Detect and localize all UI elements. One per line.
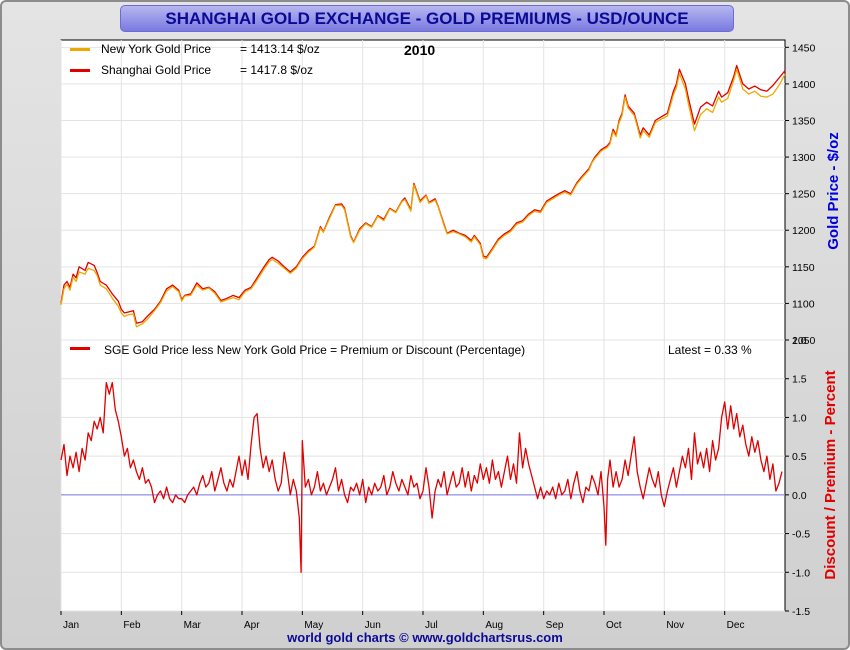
legend-label: Shanghai Gold Price (101, 63, 211, 77)
month-label: Apr (244, 620, 260, 631)
chart-footer: world gold charts © www.goldchartsrus.co… (287, 630, 563, 645)
price-tick-label-y: 1100 (792, 298, 815, 310)
premium-tick-label-y: -0.5 (792, 529, 810, 541)
month-label: Nov (666, 620, 684, 631)
month-label: Mar (184, 620, 202, 631)
legend-label: New York Gold Price (101, 42, 211, 56)
price-tick-label-y: 1400 (792, 79, 816, 91)
latest-value: Latest = 0.33 % (668, 343, 752, 357)
month-label: Jan (63, 620, 79, 631)
price-tick-label-y: 1450 (792, 42, 816, 54)
year-label: 2010 (404, 42, 435, 58)
legend-swatch (70, 48, 90, 51)
legend-swatch-premium (70, 347, 90, 350)
premium-tick-label-y: 2.0 (792, 335, 807, 347)
price-tick-label-y: 1250 (792, 189, 816, 201)
month-label: Oct (606, 620, 622, 631)
premium-tick-label-y: -1.0 (792, 567, 810, 579)
price-tick-label-y: 1150 (792, 262, 815, 274)
price-axis-title: Gold Price - $/oz (825, 132, 842, 250)
legend-label-premium: SGE Gold Price less New York Gold Price … (104, 343, 525, 357)
month-label: May (304, 620, 323, 631)
price-tick-label-y: 1300 (792, 152, 816, 164)
month-label: Aug (485, 620, 503, 631)
month-label: Jun (365, 620, 381, 631)
series-line-premium (60, 381, 783, 573)
premium-tick-label-y: -1.5 (792, 606, 810, 618)
month-label: Dec (727, 620, 745, 631)
title-bar: SHANGHAI GOLD EXCHANGE - GOLD PREMIUMS -… (120, 5, 734, 32)
premium-tick-label-y: 1.5 (792, 374, 807, 386)
legend-value: = 1417.8 $/oz (240, 63, 313, 77)
legend-value: = 1413.14 $/oz (240, 42, 320, 56)
month-label: Feb (123, 620, 141, 631)
month-label: Sep (546, 620, 564, 631)
price-tick-label-y: 1050 (792, 335, 816, 347)
chart-title: SHANGHAI GOLD EXCHANGE - GOLD PREMIUMS -… (165, 9, 689, 28)
premium-tick-label-y: 0.5 (792, 451, 807, 463)
premium-axis-title: Discount / Premium - Percent (822, 370, 839, 579)
series-line-new-york (60, 68, 786, 328)
month-label: Jul (425, 620, 438, 631)
price-tick-label-y: 1200 (792, 225, 816, 237)
premium-tick-label-y: 0.0 (792, 490, 807, 502)
price-tick-label-y: 1350 (792, 115, 816, 127)
legend-swatch (70, 69, 90, 72)
premium-tick-label-y: 1.0 (792, 412, 807, 424)
series-line-shanghai (60, 64, 786, 324)
